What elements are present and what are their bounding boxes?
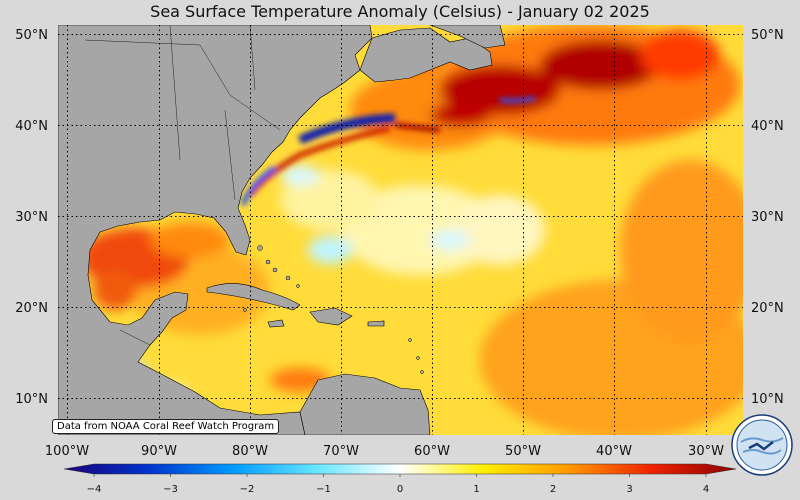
- colorbar-tick-label: −4: [87, 484, 102, 495]
- colorbar-tick-label: 0: [397, 484, 403, 495]
- colorbar-tick-label: −1: [316, 484, 331, 495]
- lat-label-20n: 20°N: [15, 301, 48, 316]
- lon-label-60w: 60°W: [414, 444, 450, 459]
- lon-label-80w: 80°W: [232, 444, 268, 459]
- lat-label-30n: 30°N: [15, 210, 48, 225]
- latitude-labels-right: 50°N 40°N 30°N 20°N 10°N: [751, 28, 784, 407]
- colorbar-gradient: [63, 463, 737, 475]
- lon-label-100w: 100°W: [45, 444, 89, 459]
- lat-label-20n-right: 20°N: [751, 301, 784, 316]
- data-credit: Data from NOAA Coral Reef Watch Program: [52, 419, 280, 434]
- colorbar: −4 −3 −2 −1 0 1 2 3 4: [63, 463, 737, 495]
- colorbar-tick-label: 1: [473, 484, 479, 495]
- land-masses: [58, 25, 506, 435]
- lon-label-50w: 50°W: [505, 444, 541, 459]
- colorbar-tick-label: 2: [550, 484, 556, 495]
- lat-label-50n-right: 50°N: [751, 28, 784, 43]
- lat-label-30n-right: 30°N: [751, 210, 784, 225]
- lat-label-40n: 40°N: [15, 119, 48, 134]
- lat-label-10n-right: 10°N: [751, 392, 784, 407]
- colorbar-tick-label: −3: [163, 484, 178, 495]
- lat-label-50n: 50°N: [15, 28, 48, 43]
- latitude-labels-left: 50°N 40°N 30°N 20°N 10°N: [15, 28, 48, 407]
- graticule: [58, 25, 743, 435]
- sst-field: [58, 25, 743, 435]
- lon-label-30w: 30°W: [688, 444, 724, 459]
- lon-label-40w: 40°W: [596, 444, 632, 459]
- colorbar-tick-label: −2: [240, 484, 255, 495]
- lat-label-10n: 10°N: [15, 392, 48, 407]
- colorbar-tick-label: 4: [703, 484, 709, 495]
- lon-label-90w: 90°W: [141, 444, 177, 459]
- map-title: Sea Surface Temperature Anomaly (Celsius…: [150, 2, 650, 21]
- lon-label-70w: 70°W: [323, 444, 359, 459]
- longitude-labels: 100°W 90°W 80°W 70°W 60°W 50°W 40°W 30°W: [45, 444, 724, 459]
- colorbar-tick-label: 3: [626, 484, 632, 495]
- lat-label-40n-right: 40°N: [751, 119, 784, 134]
- nexlab-logo-icon: [731, 414, 793, 476]
